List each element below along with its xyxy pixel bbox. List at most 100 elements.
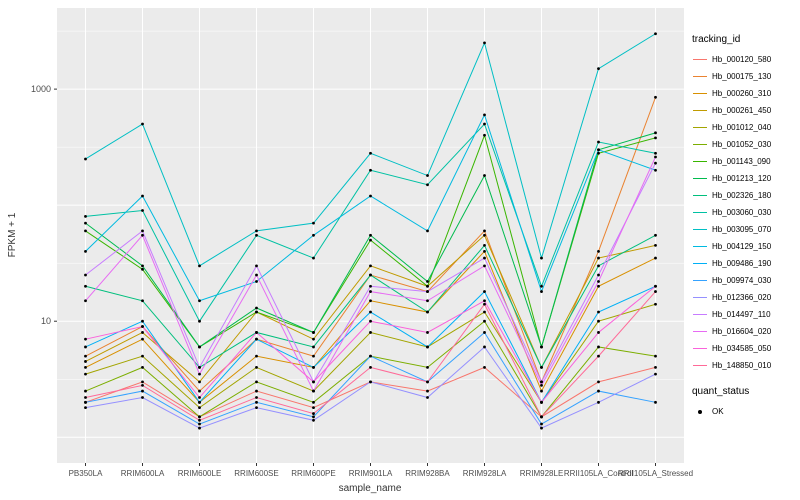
data-point	[198, 264, 201, 268]
data-point	[312, 233, 315, 237]
data-point	[141, 264, 144, 268]
data-point	[312, 380, 315, 384]
data-point	[369, 310, 372, 314]
data-point	[426, 280, 429, 283]
legend-label: Hb_001213_120	[712, 174, 772, 183]
data-point	[312, 389, 315, 393]
data-point	[255, 389, 258, 393]
data-point	[426, 396, 429, 399]
line-swatch-icon	[692, 171, 708, 187]
line-swatch-icon	[692, 273, 708, 289]
line-swatch-icon	[692, 341, 708, 357]
data-point	[540, 389, 543, 393]
data-point	[483, 345, 486, 349]
data-point	[597, 310, 600, 314]
data-point	[198, 365, 201, 369]
legend-item-Hb_000120_580: Hb_000120_580	[692, 51, 798, 68]
legend-item-Hb_009974_030: Hb_009974_030	[692, 272, 798, 289]
legend-label: Hb_016604_020	[712, 327, 772, 336]
legend-item-Hb_014497_110: Hb_014497_110	[692, 306, 798, 323]
legend-item-Hb_001012_040: Hb_001012_040	[692, 119, 798, 136]
data-point	[483, 249, 486, 253]
x-tick-label: RRIM928LA	[463, 469, 507, 478]
data-point	[84, 229, 87, 233]
data-point	[540, 256, 543, 260]
data-point	[540, 290, 543, 293]
legend-label: Hb_014497_110	[712, 310, 771, 319]
data-point	[483, 290, 486, 293]
data-point	[312, 354, 315, 358]
data-point	[198, 389, 201, 393]
legend-title-quant-status: quant_status	[692, 386, 750, 397]
data-point	[654, 168, 657, 172]
data-point	[483, 174, 486, 177]
data-point	[597, 256, 600, 260]
data-point	[597, 389, 600, 393]
axis-ticks-and-labels: 10 1000 PB350LA RRIM600LA RRIM600LE RRIM600SE…	[31, 84, 693, 478]
data-point	[483, 133, 486, 137]
line-swatch-icon	[692, 154, 708, 170]
data-point	[654, 290, 657, 293]
data-point	[369, 264, 372, 268]
data-point	[426, 389, 429, 393]
data-point	[198, 299, 201, 303]
data-point	[369, 151, 372, 155]
data-point	[426, 174, 429, 177]
data-point	[654, 365, 657, 369]
data-point	[654, 32, 657, 36]
data-point	[654, 372, 657, 376]
data-point	[255, 396, 258, 399]
data-point	[84, 365, 87, 369]
data-point	[654, 131, 657, 135]
data-point	[540, 284, 543, 288]
data-point	[255, 229, 258, 233]
data-point	[483, 256, 486, 260]
data-point	[198, 400, 201, 404]
legend-item-Hb_000260_310: Hb_000260_310	[692, 85, 798, 102]
data-point	[84, 299, 87, 303]
data-point	[84, 249, 87, 253]
data-point	[84, 157, 87, 161]
data-point	[540, 365, 543, 369]
data-point	[597, 319, 600, 323]
legend-label: Hb_034585_050	[712, 344, 772, 353]
data-point	[141, 331, 144, 334]
legend-item-Hb_001143_090: Hb_001143_090	[692, 153, 798, 170]
legend-label: Hb_148850_010	[712, 361, 772, 370]
data-point	[483, 310, 486, 314]
data-point	[255, 264, 258, 268]
data-point	[141, 267, 144, 271]
data-point	[84, 354, 87, 358]
data-point	[540, 422, 543, 426]
data-point	[597, 345, 600, 349]
data-point	[255, 406, 258, 410]
data-point	[483, 122, 486, 126]
data-point	[597, 67, 600, 71]
legend-item-Hb_002326_180: Hb_002326_180	[692, 187, 798, 204]
legend-label: Hb_012366_020	[712, 293, 772, 302]
legend-item-Hb_034585_050: Hb_034585_050	[692, 340, 798, 357]
data-point	[84, 396, 87, 399]
legend-item-Hb_000261_450: Hb_000261_450	[692, 102, 798, 119]
data-point	[312, 365, 315, 369]
data-point	[255, 354, 258, 358]
data-point	[597, 331, 600, 334]
data-point	[369, 354, 372, 358]
data-point	[654, 400, 657, 404]
data-point	[141, 299, 144, 303]
data-point	[84, 273, 87, 277]
data-point	[141, 383, 144, 387]
data-point	[198, 345, 201, 349]
data-point	[84, 221, 87, 225]
x-tick-label: RRIM600LE	[178, 469, 222, 478]
data-point	[540, 383, 543, 387]
data-point	[255, 365, 258, 369]
quant-status-label: OK	[712, 407, 724, 416]
data-point	[483, 229, 486, 233]
line-swatch-icon	[692, 239, 708, 255]
data-point	[141, 325, 144, 328]
data-point	[141, 380, 144, 384]
data-point	[426, 183, 429, 187]
data-points	[84, 32, 657, 430]
data-point	[312, 418, 315, 422]
